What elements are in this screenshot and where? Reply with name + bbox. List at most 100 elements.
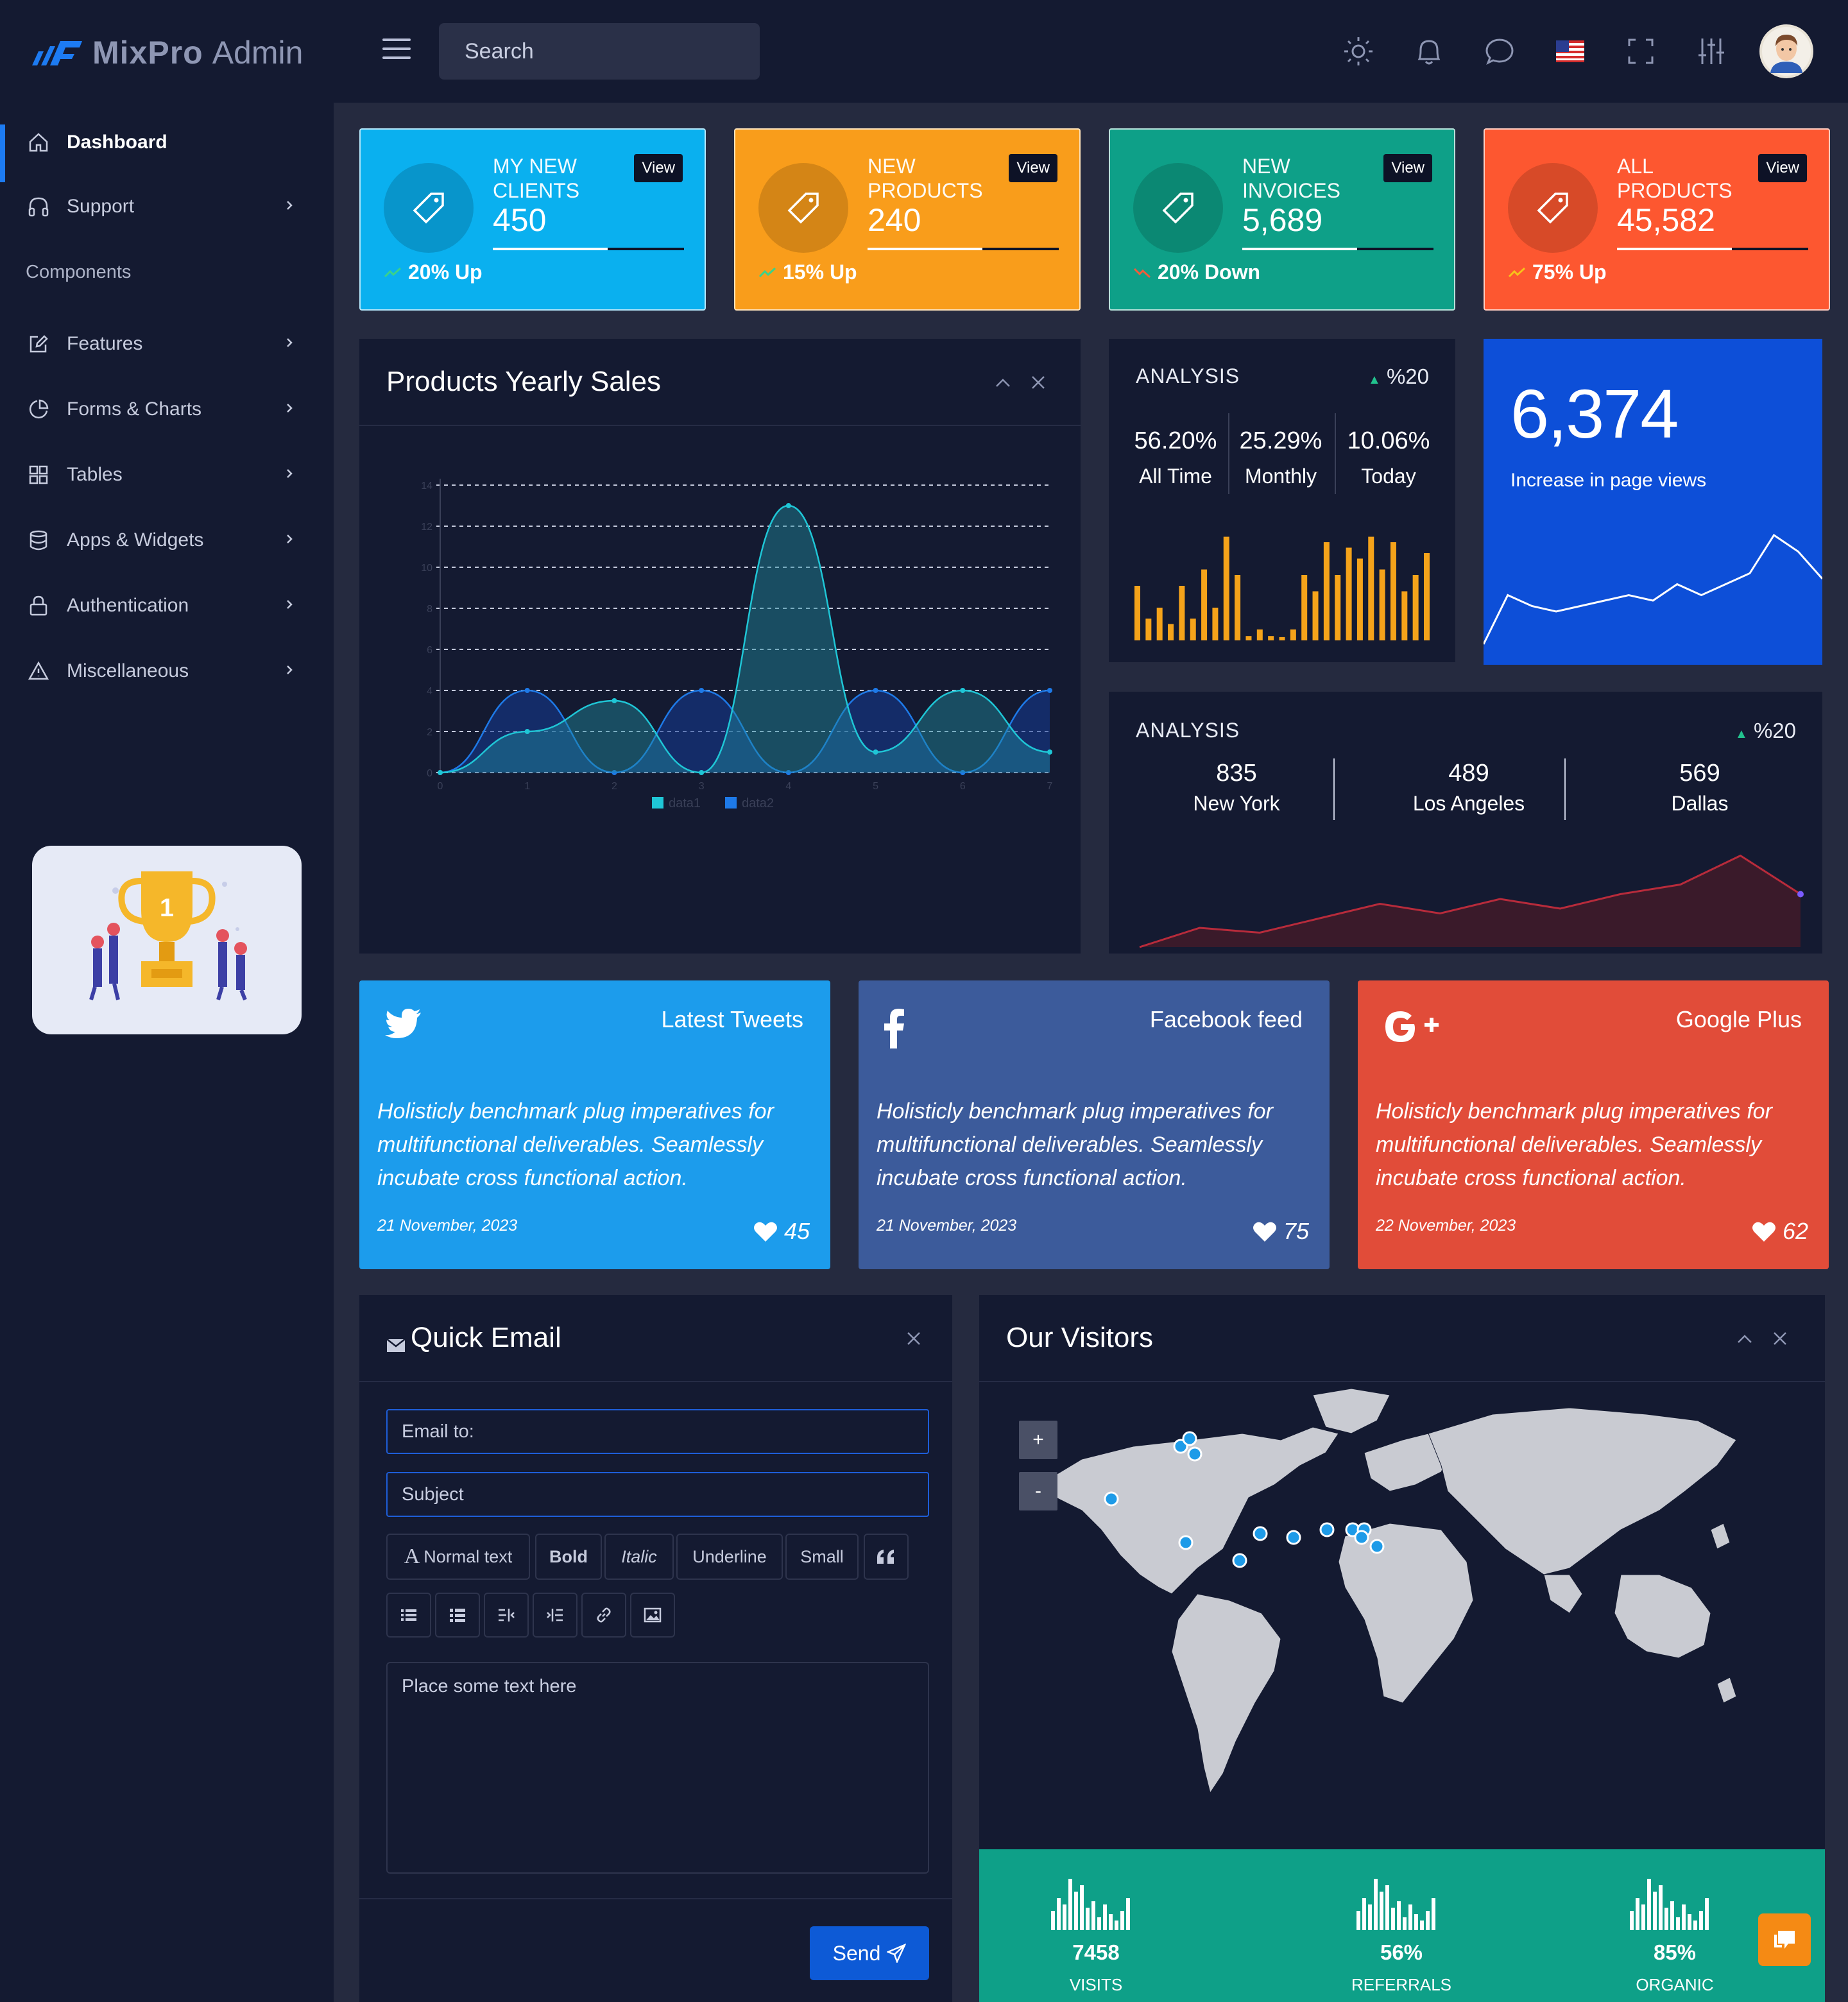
trend-up-icon (384, 267, 402, 277)
heart-icon (753, 1222, 777, 1242)
send-button[interactable]: Send (810, 1926, 929, 1980)
sidebar-item-tables[interactable]: Tables (0, 449, 334, 501)
like-count[interactable]: 62 (1752, 1218, 1808, 1245)
unordered-list-icon[interactable] (386, 1593, 431, 1638)
brand-logo[interactable]: MixPro Admin (32, 33, 303, 72)
logo-icon (32, 41, 82, 65)
analysis-bar (1190, 619, 1196, 640)
data-point (785, 503, 791, 508)
india-shape (1543, 1574, 1583, 1614)
map-zoom-out-button[interactable]: - (1019, 1472, 1057, 1510)
close-icon[interactable] (1772, 1331, 1788, 1346)
sidebar-item-apps-widgets[interactable]: Apps & Widgets (0, 515, 334, 566)
collapse-icon[interactable] (1736, 1333, 1753, 1345)
search-input[interactable] (465, 38, 749, 64)
normal-text-button[interactable]: A Normal text (386, 1534, 530, 1580)
search-box (439, 23, 760, 80)
data-point (524, 729, 530, 734)
stat-card-invoices[interactable]: NEW INVOICES 5,689 View 20% Down (1109, 128, 1455, 311)
pie-chart-icon (26, 397, 51, 422)
like-count-text: 62 (1782, 1218, 1808, 1244)
headphones-icon (26, 194, 51, 219)
settings-sliders-icon[interactable] (1676, 23, 1747, 80)
like-count[interactable]: 75 (1253, 1218, 1309, 1245)
stat-card-products[interactable]: NEW PRODUCTS 240 View 15% Up (734, 128, 1081, 311)
underline-button[interactable]: Underline (676, 1534, 783, 1580)
analysis-bar (1223, 536, 1229, 640)
outdent-icon[interactable] (484, 1593, 529, 1638)
view-button[interactable]: View (1383, 154, 1432, 182)
sidebar-item-label: Support (67, 196, 135, 217)
close-icon[interactable] (906, 1331, 921, 1346)
map-zoom-in-button[interactable]: + (1019, 1421, 1057, 1459)
twitter-card[interactable]: Latest Tweets Holisticly benchmark plug … (359, 980, 830, 1269)
close-icon[interactable] (1031, 375, 1046, 390)
sun-icon[interactable] (1323, 23, 1394, 80)
lock-icon (26, 593, 51, 619)
fullscreen-icon[interactable] (1605, 23, 1676, 80)
google-plus-card[interactable]: Google Plus Holisticly benchmark plug im… (1358, 980, 1829, 1269)
menu-toggle-icon[interactable] (382, 38, 411, 62)
y-tick-label: 0 (427, 768, 432, 779)
view-button[interactable]: View (634, 154, 683, 182)
sidebar-item-forms-charts[interactable]: Forms & Charts (0, 384, 334, 435)
sidebar-item-dashboard[interactable]: Dashboard (0, 117, 334, 182)
like-count[interactable]: 45 (753, 1218, 810, 1245)
view-button[interactable]: View (1009, 154, 1057, 182)
panel-title: Quick Email (411, 1322, 561, 1353)
chat-icon[interactable] (1464, 23, 1535, 80)
alert-triangle-icon (26, 658, 51, 684)
email-subject-input[interactable] (386, 1472, 929, 1517)
heart-icon (1253, 1222, 1276, 1242)
us-flag-icon[interactable] (1535, 23, 1605, 80)
sidebar-item-miscellaneous[interactable]: Miscellaneous (0, 646, 334, 697)
sidebar-item-authentication[interactable]: Authentication (0, 580, 334, 631)
bell-icon[interactable] (1394, 23, 1464, 80)
x-tick-label: 5 (873, 781, 878, 792)
facebook-card[interactable]: Facebook feed Holisticly benchmark plug … (859, 980, 1330, 1269)
italic-button[interactable]: Italic (604, 1534, 674, 1580)
metric-label: Today (1361, 465, 1416, 488)
sidebar-heading-components: Components (26, 262, 132, 282)
world-map[interactable] (979, 1382, 1825, 1849)
page-views-line (1484, 533, 1822, 645)
legend-swatch (652, 797, 663, 809)
ordered-list-icon[interactable] (435, 1593, 480, 1638)
data-point (960, 688, 966, 693)
page-views-sparkline (1484, 533, 1822, 645)
stat-card-clients[interactable]: MY NEW CLIENTS 450 View 20% Up (359, 128, 706, 311)
chat-widget-button[interactable] (1758, 1913, 1811, 1966)
y-tick-label: 8 (427, 604, 432, 615)
link-icon[interactable] (581, 1593, 626, 1638)
stat-progress (1242, 248, 1433, 250)
stat-card-all-products[interactable]: ALL PRODUCTS 45,582 View 75% Up (1484, 128, 1830, 311)
y-tick-label: 6 (427, 645, 432, 656)
email-body-textarea[interactable] (386, 1662, 929, 1874)
email-to-input[interactable] (386, 1409, 929, 1454)
stat-value: 45,582 (1617, 202, 1715, 238)
sidebar-item-support[interactable]: Support (0, 181, 334, 232)
data-point (438, 770, 443, 775)
quote-icon[interactable] (864, 1534, 909, 1580)
view-button[interactable]: View (1758, 154, 1807, 182)
series-line-data1 (440, 504, 1050, 774)
indent-icon[interactable] (533, 1593, 578, 1638)
database-icon (26, 527, 51, 553)
small-button[interactable]: Small (785, 1534, 859, 1580)
normal-text-label: Normal text (424, 1546, 513, 1566)
user-avatar[interactable] (1759, 24, 1813, 78)
chevron-right-icon (287, 201, 293, 210)
analysis-bar (1424, 553, 1430, 640)
analysis-bar (1168, 624, 1174, 640)
stat-value: 450 (493, 202, 547, 238)
collapse-icon[interactable] (995, 377, 1011, 389)
bold-button[interactable]: Bold (535, 1534, 602, 1580)
trend-up-icon (1508, 267, 1526, 277)
analysis-bar (1179, 586, 1185, 640)
image-icon[interactable] (630, 1593, 675, 1638)
north-america-shape (1049, 1426, 1339, 1595)
metric-value: 25.29% (1239, 427, 1322, 454)
sidebar-item-features[interactable]: Features (0, 318, 334, 370)
divider (1228, 413, 1229, 494)
